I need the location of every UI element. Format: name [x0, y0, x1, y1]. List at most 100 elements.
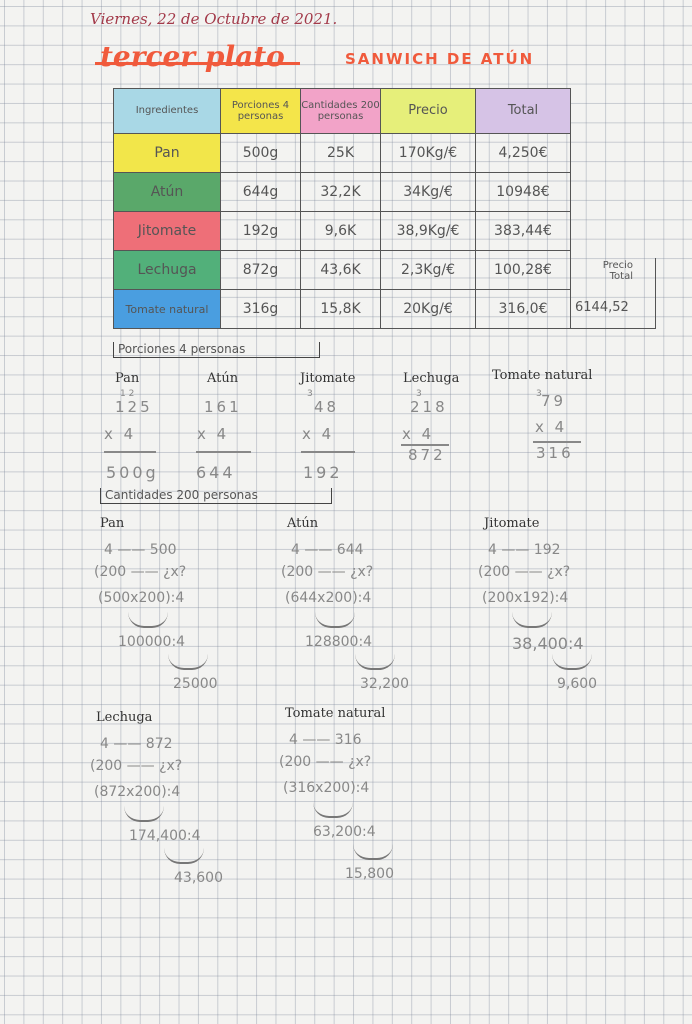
arc-mark: [552, 654, 592, 670]
title-underline: [95, 62, 300, 65]
header-cantidades: Cantidades 200 personas: [300, 88, 381, 134]
mult-factor: x 4: [402, 425, 435, 443]
precio-total-value: 6144,52: [575, 300, 629, 315]
mult-value: 79: [541, 392, 567, 410]
cell-cantidades: 9,6K: [300, 211, 381, 251]
header-porciones: Porciones 4 personas: [220, 88, 301, 134]
calc-expression: (500x200):4: [98, 590, 185, 606]
mult-carry: 1 2: [120, 389, 135, 399]
calc-expression: (200x192):4: [482, 590, 569, 606]
mult-result: 872: [408, 446, 446, 464]
calc-result: 32,200: [360, 676, 409, 692]
mult-result: 644: [196, 463, 236, 482]
calc-unknown: (200 —— ¿x?: [94, 564, 187, 580]
mult-line: [401, 444, 449, 446]
calc-expression: (316x200):4: [283, 780, 370, 796]
table-header-row: Ingredientes Porciones 4 personas Cantid…: [113, 88, 571, 134]
section-porciones-title: Porciones 4 personas: [113, 342, 320, 358]
mult-label: Jitomate: [300, 371, 356, 386]
cell-precio: 170Kg/€: [380, 133, 476, 173]
calc-result: 25000: [173, 676, 218, 692]
precio-total-box: [570, 258, 656, 329]
cell-precio: 2,3Kg/€: [380, 250, 476, 290]
dish-name: SANWICH DE ATÚN: [345, 50, 535, 68]
calc-result: 15,800: [345, 866, 394, 882]
cell-cantidades: 25K: [300, 133, 381, 173]
mult-value: 161: [204, 398, 242, 416]
precio-total-label: Precio Total: [602, 260, 633, 282]
ingredient-name: Tomate natural: [113, 289, 221, 329]
calc-division: 63,200:4: [313, 824, 376, 840]
calc-label: Lechuga: [96, 710, 153, 725]
arc-mark: [315, 612, 355, 628]
cell-porciones: 192g: [220, 211, 301, 251]
cell-porciones: 644g: [220, 172, 301, 212]
ingredient-name: Lechuga: [113, 250, 221, 290]
mult-label: Lechuga: [403, 371, 460, 386]
calc-proportion: 4 —— 316: [289, 732, 362, 748]
table-row: Lechuga 872g 43,6K 2,3Kg/€ 100,28€: [113, 250, 571, 290]
cell-porciones: 316g: [220, 289, 301, 329]
mult-label: Atún: [207, 371, 239, 386]
section-cantidades-title: Cantidades 200 personas: [100, 488, 332, 504]
mult-factor: x 4: [535, 418, 568, 436]
calc-block: Tomate natural 4 —— 316 (200 —— ¿x? (316…: [279, 706, 463, 886]
calc-division: 100000:4: [118, 634, 186, 650]
mult-carry: 3: [536, 389, 542, 399]
calc-proportion: 4 —— 192: [488, 542, 561, 558]
table-row: Atún 644g 32,2K 34Kg/€ 10948€: [113, 172, 571, 212]
cell-cantidades: 43,6K: [300, 250, 381, 290]
calc-expression: (872x200):4: [94, 784, 181, 800]
mult-result: 192: [303, 463, 343, 482]
date: Viernes, 22 de Octubre de 2021.: [90, 10, 338, 28]
table-row: Jitomate 192g 9,6K 38,9Kg/€ 383,44€: [113, 211, 571, 251]
calc-block: Lechuga 4 —— 872 (200 —— ¿x? (872x200):4…: [90, 710, 274, 890]
cell-total: 10948€: [475, 172, 571, 212]
mult-result: 316: [536, 444, 574, 462]
cell-cantidades: 15,8K: [300, 289, 381, 329]
cell-porciones: 500g: [220, 133, 301, 173]
calc-unknown: (200 —— ¿x?: [281, 564, 374, 580]
arc-mark: [164, 848, 204, 864]
calc-label: Pan: [100, 516, 125, 531]
header-precio: Precio: [380, 88, 476, 134]
calc-result: 43,600: [174, 870, 223, 886]
calc-expression: (644x200):4: [285, 590, 372, 606]
cell-precio: 34Kg/€: [380, 172, 476, 212]
calc-label: Tomate natural: [285, 706, 386, 721]
page-title: tercer plato: [100, 40, 285, 73]
calc-unknown: (200 —— ¿x?: [90, 758, 183, 774]
table-row: Tomate natural 316g 15,8K 20Kg/€ 316,0€: [113, 289, 571, 329]
cell-precio: 20Kg/€: [380, 289, 476, 329]
ingredient-name: Atún: [113, 172, 221, 212]
mult-line: [301, 451, 355, 453]
mult-value: 48: [314, 398, 340, 416]
calc-label: Jitomate: [484, 516, 540, 531]
calc-block: Atún 4 —— 644 (200 —— ¿x? (644x200):4 12…: [281, 516, 465, 696]
header-total: Total: [475, 88, 571, 134]
arc-mark: [128, 612, 168, 628]
mult-factor: x 4: [104, 425, 137, 443]
arc-mark: [313, 802, 353, 818]
mult-value: 218: [410, 398, 448, 416]
calc-division: 174,400:4: [129, 828, 201, 844]
mult-line: [533, 441, 581, 443]
mult-line: [104, 451, 156, 453]
ingredients-table: Ingredientes Porciones 4 personas Cantid…: [113, 88, 571, 329]
ingredient-name: Jitomate: [113, 211, 221, 251]
ingredient-name: Pan: [113, 133, 221, 173]
mult-value: 125: [115, 398, 153, 416]
cell-total: 100,28€: [475, 250, 571, 290]
calc-result: 9,600: [557, 676, 598, 692]
calc-label: Atún: [287, 516, 319, 531]
mult-label: Pan: [115, 371, 140, 386]
calc-division: 38,400:4: [512, 634, 584, 653]
calc-unknown: (200 —— ¿x?: [478, 564, 571, 580]
arc-mark: [124, 806, 164, 822]
arc-mark: [168, 654, 208, 670]
arc-mark: [355, 654, 395, 670]
cell-porciones: 872g: [220, 250, 301, 290]
cell-total: 316,0€: [475, 289, 571, 329]
mult-carry: 3: [416, 389, 422, 399]
calc-division: 128800:4: [305, 634, 373, 650]
